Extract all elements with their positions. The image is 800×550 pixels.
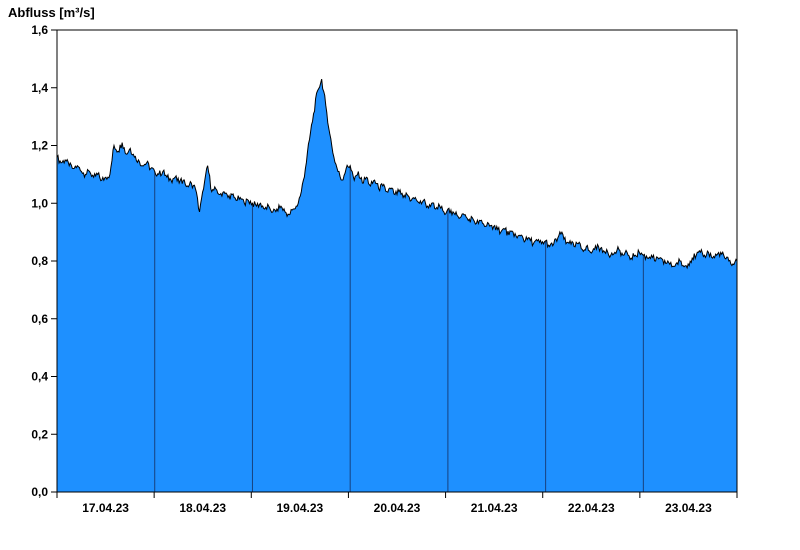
y-tick-label: 1,0 bbox=[31, 196, 48, 210]
y-tick-label: 1,4 bbox=[31, 81, 48, 95]
y-tick-label: 0,4 bbox=[31, 370, 48, 384]
chart-title: Abfluss [m³/s] bbox=[8, 5, 95, 20]
y-tick-label: 1,2 bbox=[31, 139, 48, 153]
area-series bbox=[57, 79, 737, 492]
x-day-label: 20.04.23 bbox=[374, 501, 421, 515]
y-tick-label: 0,2 bbox=[31, 427, 48, 441]
x-day-label: 23.04.23 bbox=[665, 501, 712, 515]
y-tick-label: 1,6 bbox=[31, 23, 48, 37]
y-tick-label: 0,8 bbox=[31, 254, 48, 268]
series-line bbox=[56, 78, 738, 270]
y-tick-label: 0,6 bbox=[31, 312, 48, 326]
y-tick-label: 0,0 bbox=[31, 485, 48, 499]
x-day-label: 19.04.23 bbox=[276, 501, 323, 515]
x-day-label: 18.04.23 bbox=[179, 501, 226, 515]
x-day-label: 17.04.23 bbox=[82, 501, 129, 515]
x-day-label: 21.04.23 bbox=[471, 501, 518, 515]
x-day-label: 22.04.23 bbox=[568, 501, 615, 515]
